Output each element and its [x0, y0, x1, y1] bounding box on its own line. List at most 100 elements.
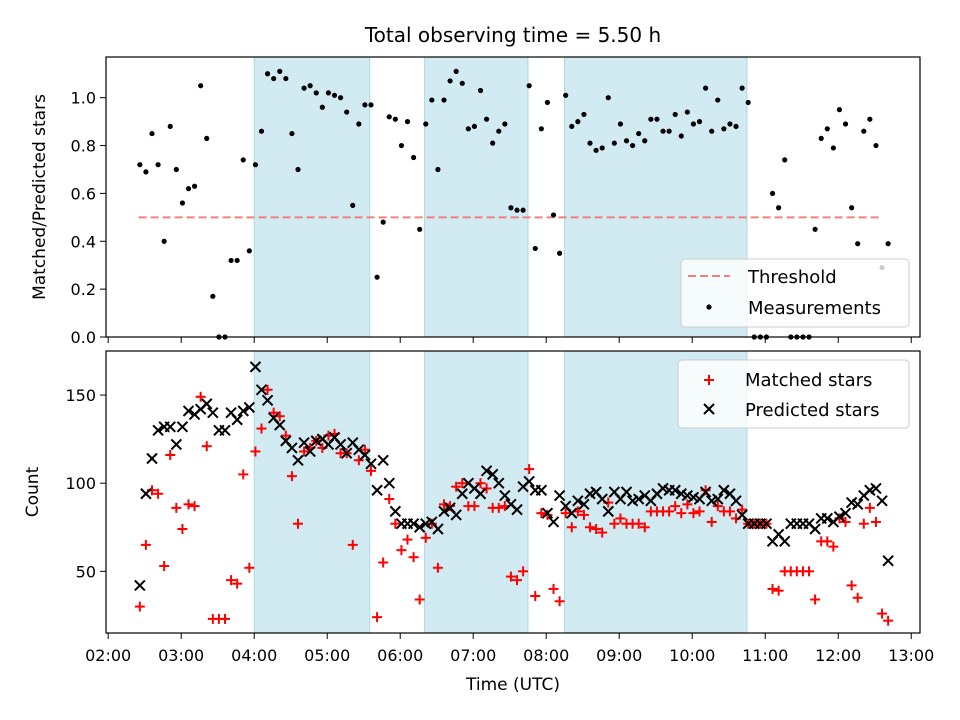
measurement-point [356, 121, 362, 127]
predicted-star-point [140, 488, 152, 500]
top-shaded-interval-1 [253, 56, 371, 338]
x-tick-label: 09:00 [596, 646, 642, 665]
predicted-star-point [243, 401, 256, 414]
measurement-point [362, 102, 368, 108]
matched-star-point [548, 583, 559, 594]
predicted-star-point [152, 424, 164, 437]
matched-star-point [877, 608, 888, 619]
matched-star-point [804, 566, 815, 577]
matched-star-point [286, 471, 297, 482]
measurement-point [398, 142, 405, 149]
measurement-point [654, 116, 660, 122]
matched-star-point [688, 508, 699, 519]
matched-star-point [639, 522, 650, 533]
measurement-point [234, 257, 240, 264]
matched-star-point [822, 536, 833, 547]
matched-star-point [171, 502, 182, 513]
matched-star-point [670, 501, 681, 512]
predicted-star-point [876, 495, 888, 507]
matched-star-point [457, 478, 468, 489]
matched-star-point [268, 407, 279, 418]
matched-star-point [560, 508, 571, 519]
predicted-star-point [839, 507, 852, 519]
matched-star-point [724, 506, 735, 517]
top-legend-box [680, 258, 910, 328]
bottom-y-axis-label: Count [23, 466, 43, 517]
matched-star-point [530, 590, 541, 601]
predicted-star-point [718, 484, 730, 496]
predicted-star-point [456, 488, 468, 500]
predicted-star-point [499, 489, 511, 502]
matched-star-point [518, 566, 529, 577]
predicted-star-point [304, 445, 316, 458]
predicted-star-point [821, 512, 833, 525]
measurement-point [149, 130, 155, 137]
measurement-point [745, 99, 751, 106]
measurement-point [490, 140, 496, 146]
measurement-point [690, 121, 697, 127]
matched-star-point [524, 464, 535, 475]
measurement-point [344, 109, 350, 115]
predicted-star-point [760, 518, 773, 530]
predicted-star-point [407, 518, 420, 530]
legend-predicted-label: Predicted stars [745, 400, 879, 421]
predicted-star-point [413, 521, 426, 533]
matched-star-point [694, 506, 705, 517]
measurement-point [198, 83, 204, 89]
measurement-point [867, 116, 873, 122]
measurement-point [331, 92, 338, 98]
measurement-point [459, 80, 465, 86]
measurement-point [264, 71, 271, 77]
predicted-star-point [535, 484, 548, 496]
top-y-ticks: 0.0 0.2 0.4 0.6 0.8 1.0 [71, 89, 106, 347]
measurement-point [173, 166, 179, 173]
measurements-series [137, 68, 891, 340]
measurement-point [727, 121, 733, 127]
matched-star-point [353, 455, 364, 466]
predicted-star-point [547, 516, 560, 528]
legend-predicted-swatch [703, 403, 715, 415]
x-tick-label: 07:00 [450, 646, 496, 665]
matched-star-point [870, 516, 881, 527]
predicted-star-point [389, 505, 402, 518]
predicted-star-point [383, 477, 395, 489]
measurement-point [575, 119, 581, 125]
measurement-point [836, 107, 843, 113]
x-tick-label: 02:00 [85, 646, 131, 665]
matched-star-point [566, 522, 577, 533]
predicted-star-point [261, 394, 274, 407]
matched-star-point [372, 612, 383, 623]
x-tick-label: 04:00 [231, 646, 277, 665]
predicted-star-point [365, 458, 377, 470]
measurement-point [441, 97, 447, 103]
bottom-axes-frame [105, 350, 921, 634]
measurement-point [684, 109, 690, 115]
measurement-point [666, 128, 672, 134]
measurement-point [569, 123, 575, 130]
measurement-point [526, 83, 532, 89]
matched-star-point [420, 532, 431, 543]
measurement-point [769, 190, 776, 197]
measurement-point [544, 99, 551, 106]
top-shaded-interval-2 [424, 56, 529, 338]
bottom-legend-box [677, 359, 910, 429]
measurement-point [557, 250, 563, 256]
matched-star-point [359, 444, 370, 455]
measurement-point [185, 186, 192, 192]
matched-star-point [840, 516, 851, 527]
matched-star-point [633, 518, 644, 529]
predicted-star-point [438, 505, 450, 518]
matched-star-point [262, 384, 273, 395]
measurement-point [277, 68, 283, 74]
matched-star-point [858, 518, 869, 529]
matched-star-point [445, 501, 456, 512]
matched-star-point [366, 465, 377, 476]
predicted-star-point [359, 449, 371, 461]
matched-star-point [408, 552, 419, 563]
measurement-point [161, 238, 167, 244]
measurement-point [849, 205, 855, 211]
measurement-point [246, 248, 252, 254]
matched-star-point [256, 423, 267, 434]
measurement-point [167, 123, 173, 130]
